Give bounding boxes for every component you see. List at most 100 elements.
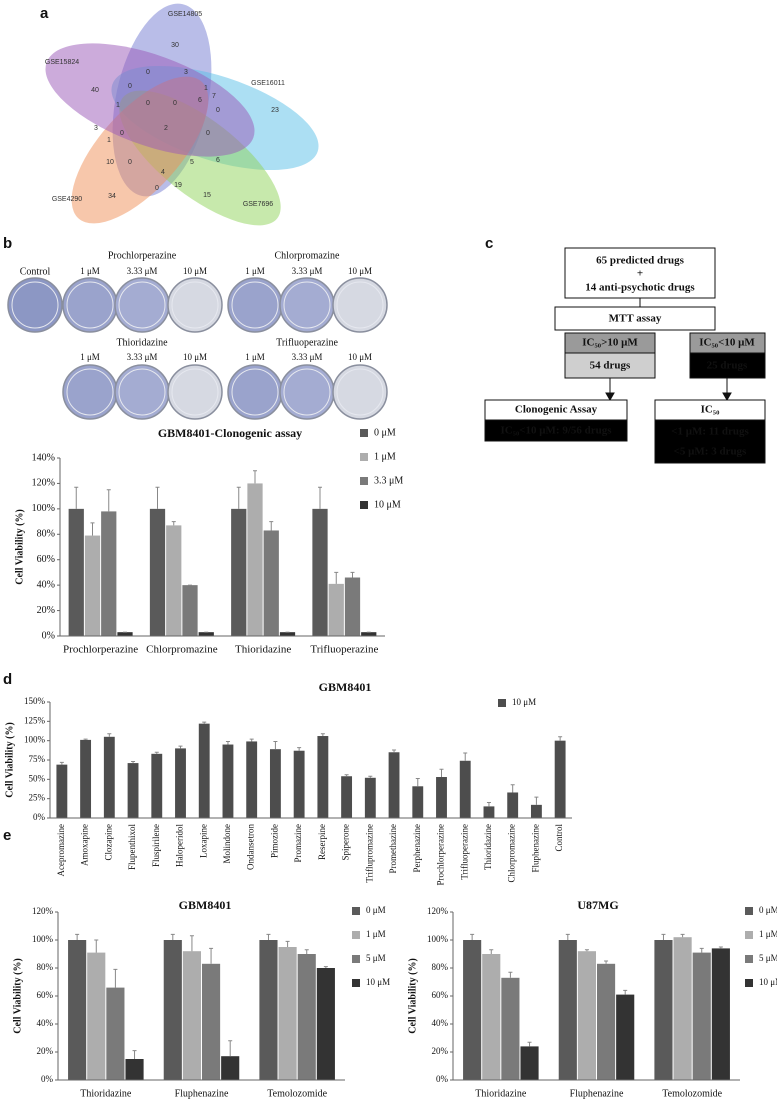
bar: [166, 525, 182, 636]
y-tick-label: 60%: [432, 990, 449, 1000]
bar: [317, 736, 329, 818]
bar: [101, 511, 117, 636]
bar: [312, 508, 328, 636]
bar: [412, 786, 424, 818]
bar: [259, 940, 278, 1080]
flowchart-text: 25 drugs: [707, 360, 748, 372]
venn-count: 3: [184, 69, 188, 76]
panel-label: d: [3, 671, 12, 688]
drug-name: Chlorpromazine: [275, 250, 341, 261]
bar: [106, 987, 125, 1080]
legend-swatch: [360, 453, 368, 461]
plate-rim: [171, 368, 219, 416]
venn-count: 10: [106, 159, 114, 166]
x-tick-label: Thioridazine: [235, 644, 291, 656]
y-tick-label: 40%: [37, 579, 55, 590]
venn-count: 0: [146, 69, 150, 76]
bar: [182, 585, 198, 636]
venn-count: 7: [212, 93, 216, 100]
flowchart-text: 14 anti-psychotic drugs: [585, 282, 695, 294]
venn-count: 1: [116, 102, 120, 109]
error-bar: [113, 968, 118, 988]
bar: [279, 632, 296, 636]
y-tick-label: 100%: [32, 503, 55, 514]
error-bar: [225, 740, 230, 745]
error-bar: [297, 747, 302, 751]
venn-set-label: GSE16011: [251, 80, 285, 87]
x-tick-label: Promethazine: [388, 824, 398, 873]
bar: [68, 508, 84, 636]
error-bar: [558, 736, 563, 741]
plate: [167, 364, 223, 420]
x-tick-label: Thioridazine: [80, 1088, 132, 1099]
legend-label: 0 μM: [366, 905, 386, 915]
error-bar: [534, 796, 539, 805]
bar: [482, 954, 501, 1080]
legend-label: 0 μM: [759, 905, 777, 915]
y-tick-label: 0%: [33, 812, 46, 822]
venn-set-label: GSE15824: [45, 59, 79, 66]
x-tick-label: Trifluoperazine: [459, 824, 469, 880]
dose-label: 3.33 μM: [292, 352, 323, 362]
bar: [344, 577, 361, 636]
x-tick-label: Control: [554, 824, 564, 852]
bar: [151, 753, 163, 818]
error-bar: [304, 949, 309, 954]
legend-label: 10 μM: [374, 499, 401, 510]
venn-count: 5: [190, 159, 194, 166]
x-tick-label: Trifluoperazine: [310, 644, 378, 656]
error-bar: [527, 1041, 532, 1047]
bar: [297, 954, 316, 1080]
error-bar: [59, 761, 64, 765]
y-tick-label: 80%: [37, 529, 55, 540]
legend-label: 0 μM: [374, 427, 396, 438]
flowchart-text: IC₅₀<10 μM: [699, 337, 755, 349]
chart-title: GBM8401-Clonogenic assay: [158, 426, 302, 440]
error-bar: [320, 733, 325, 737]
bar: [247, 483, 263, 636]
error-bar: [202, 721, 207, 724]
venn-ellipses: [45, 3, 319, 226]
venn-set-label: GSE14805: [168, 11, 202, 18]
error-bar: [269, 521, 274, 531]
y-tick-label: 20%: [432, 1046, 449, 1056]
venn-count: 30: [171, 42, 179, 49]
error-bar: [323, 966, 328, 968]
drug-name: Trifluoperazine: [276, 337, 338, 348]
venn-count: 4: [161, 169, 165, 176]
dose-label: 10 μM: [348, 266, 372, 276]
legend-swatch: [498, 699, 506, 707]
bar: [530, 804, 542, 818]
error-bar: [285, 940, 290, 947]
drug-name: Prochlorperazine: [108, 250, 177, 261]
venn-count: 34: [108, 193, 116, 200]
x-tick-label: Promazine: [293, 824, 303, 863]
x-tick-label: Haloperidol: [175, 824, 185, 867]
y-tick-label: 40%: [432, 1018, 449, 1028]
y-tick-label: 100%: [32, 934, 54, 944]
error-bar: [508, 971, 513, 978]
venn-count: 0: [206, 130, 210, 137]
flowchart-text: IC₅₀>10 μM: [582, 337, 638, 349]
venn-count: 0: [128, 159, 132, 166]
error-bar: [273, 740, 278, 750]
y-axis-label: Cell Viability (%): [14, 509, 25, 585]
y-axis-label: Cell Viability (%): [407, 958, 418, 1034]
legend-swatch: [360, 501, 368, 509]
bar: [198, 723, 210, 818]
dose-label: 1 μM: [80, 352, 100, 362]
panel-label: a: [40, 5, 49, 22]
error-bar: [510, 784, 515, 793]
venn-count: 0: [120, 130, 124, 137]
error-bar: [489, 949, 494, 954]
error-bar: [94, 939, 99, 953]
dose-label: 3.33 μM: [127, 352, 158, 362]
venn-count: 1: [107, 137, 111, 144]
bar: [269, 749, 281, 818]
error-bar: [486, 802, 491, 807]
error-bar: [439, 768, 444, 778]
bar: [501, 977, 520, 1080]
y-tick-label: 100%: [427, 934, 449, 944]
venn-count: 19: [174, 182, 182, 189]
x-tick-label: Amoxapine: [80, 824, 90, 866]
